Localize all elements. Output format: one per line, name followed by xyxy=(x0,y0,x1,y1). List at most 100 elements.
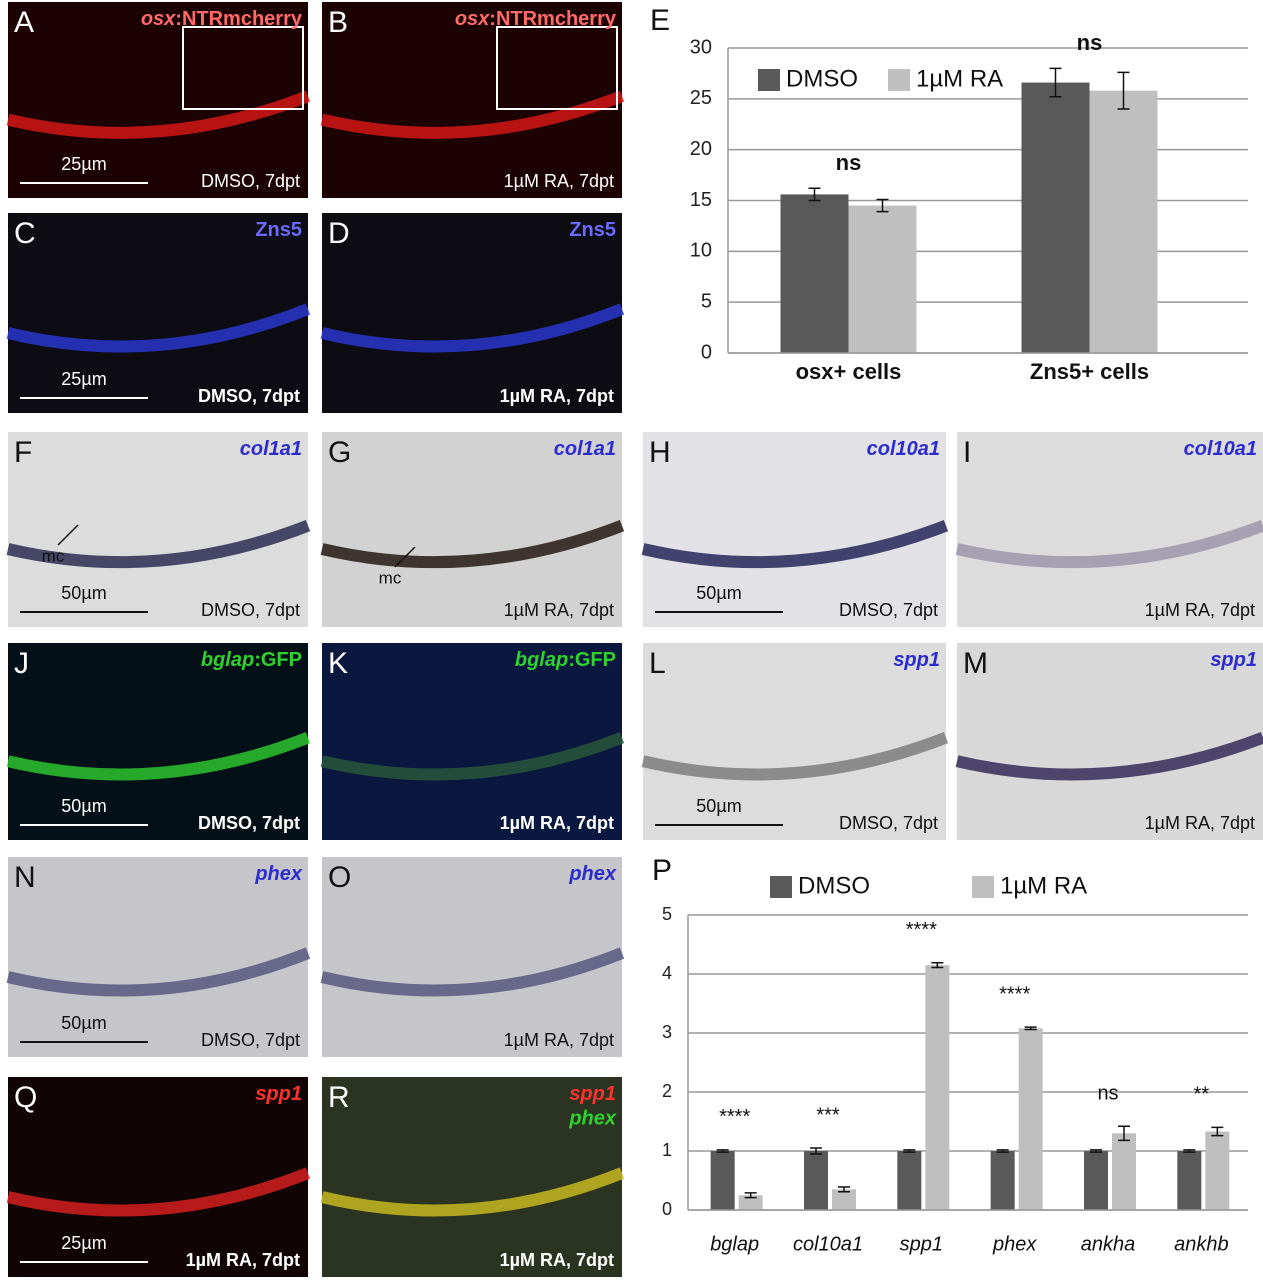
marker-label: osx:NTRmcherry xyxy=(455,8,617,30)
y-tick-label: 0 xyxy=(701,341,712,363)
bar xyxy=(1084,1151,1108,1210)
condition-label: DMSO, 7dpt xyxy=(198,813,300,833)
bar xyxy=(1177,1151,1202,1210)
micrograph xyxy=(643,643,946,840)
gene-name: phex xyxy=(254,863,303,885)
gene-name: spp1 xyxy=(569,1083,616,1105)
condition-label: DMSO, 7dpt xyxy=(198,386,300,406)
error-bar xyxy=(1049,67,1062,98)
tissue-band xyxy=(6,520,311,569)
legend-swatch xyxy=(770,876,792,898)
marker-name: Zns5 xyxy=(255,219,302,241)
panel-letter: I xyxy=(963,436,971,469)
error-bar xyxy=(1090,1149,1102,1153)
legend-label: 1µM RA xyxy=(1000,872,1087,899)
condition-label: 1µM RA, 7dpt xyxy=(500,813,614,833)
gene-name: bglap xyxy=(201,649,254,671)
scale-label: 50µm xyxy=(61,1013,106,1033)
micrograph xyxy=(8,1077,308,1277)
bar xyxy=(738,1195,763,1210)
x-tick-label: bglap xyxy=(710,1233,759,1255)
y-tick-label: 1 xyxy=(662,1140,672,1160)
y-tick-label: 15 xyxy=(690,189,712,211)
inset-frame xyxy=(496,26,618,110)
panel-letter: O xyxy=(328,861,351,894)
error-bar xyxy=(1118,1125,1130,1142)
micrograph xyxy=(8,643,308,840)
micrograph xyxy=(322,2,622,198)
tissue-band xyxy=(320,947,625,997)
marker-label: osx:NTRmcherry xyxy=(141,8,303,30)
panel-letter: M xyxy=(963,647,988,680)
tissue-band xyxy=(320,303,625,353)
marker-suffix: :NTRmcherry xyxy=(489,8,617,30)
micrograph xyxy=(957,643,1263,840)
scale-label: 25µm xyxy=(61,369,106,389)
panel-letter: H xyxy=(649,436,671,469)
significance-label: **** xyxy=(906,919,937,941)
bar xyxy=(710,1151,735,1210)
marker-label: col1a1 xyxy=(554,438,616,460)
marker-label: bglap:GFP xyxy=(201,649,302,671)
marker-label: col1a1 xyxy=(240,438,302,460)
x-tick-label: ankha xyxy=(1081,1233,1136,1255)
tissue-band xyxy=(320,1167,625,1217)
marker-label: phex xyxy=(254,863,303,885)
condition-label: 1µM RA, 7dpt xyxy=(1145,813,1255,833)
marker-label: Zns5 xyxy=(255,219,302,241)
tissue-band xyxy=(641,731,949,781)
bar xyxy=(1112,1133,1136,1210)
panel-letter: N xyxy=(14,861,36,894)
marker-label: col10a1 xyxy=(1184,438,1257,460)
scale-label: 50µm xyxy=(696,796,741,816)
annotation-leader xyxy=(394,546,416,568)
error-bar xyxy=(931,962,944,969)
x-tick-label: Zns5+ cells xyxy=(1030,359,1149,384)
annotation-leader xyxy=(57,524,79,546)
condition-label: 1µM RA, 7dpt xyxy=(504,171,614,191)
annotation: mc xyxy=(42,546,65,565)
marker-label: col10a1 xyxy=(867,438,940,460)
significance-label: **** xyxy=(719,1106,750,1128)
legend-label: 1µM RA xyxy=(916,65,1003,92)
panel-letter: Q xyxy=(14,1081,37,1114)
x-tick-label: osx+ cells xyxy=(796,359,902,384)
marker-label: phex xyxy=(568,863,617,885)
bar xyxy=(1018,1028,1043,1210)
error-bar xyxy=(1183,1149,1196,1153)
micrograph xyxy=(322,857,622,1057)
marker-label: spp1 xyxy=(893,649,940,671)
x-tick-label: spp1 xyxy=(900,1233,943,1255)
error-bar xyxy=(716,1149,729,1153)
bar xyxy=(832,1189,856,1210)
y-tick-label: 10 xyxy=(690,240,712,262)
tissue-band xyxy=(6,731,311,781)
legend-swatch xyxy=(972,876,994,898)
y-tick-label: 30 xyxy=(690,36,712,58)
micrograph xyxy=(8,432,308,627)
marker-label: bglap:GFP xyxy=(515,649,616,671)
panel-letter: A xyxy=(14,6,34,39)
marker-label: spp1 xyxy=(255,1083,302,1105)
significance-label: ns xyxy=(836,150,862,175)
gene-name: spp1 xyxy=(893,649,940,671)
error-bar xyxy=(996,1149,1009,1153)
bar xyxy=(848,205,917,353)
scale-label: 50µm xyxy=(696,583,741,603)
y-tick-label: 4 xyxy=(662,963,672,983)
condition-label: 1µM RA, 7dpt xyxy=(504,1030,614,1050)
micrograph xyxy=(643,432,946,627)
tissue-band xyxy=(955,519,1263,569)
legend-swatch xyxy=(758,69,780,91)
micrograph xyxy=(8,2,308,198)
tissue-band xyxy=(6,947,311,997)
gene-name: bglap xyxy=(515,649,568,671)
marker-suffix: :GFP xyxy=(254,649,302,671)
micrograph xyxy=(8,857,308,1057)
chart-letter: P xyxy=(652,854,672,887)
tissue-band xyxy=(6,1167,311,1217)
micrograph xyxy=(322,432,622,627)
tissue-band xyxy=(955,731,1263,781)
error-bar xyxy=(808,187,821,202)
